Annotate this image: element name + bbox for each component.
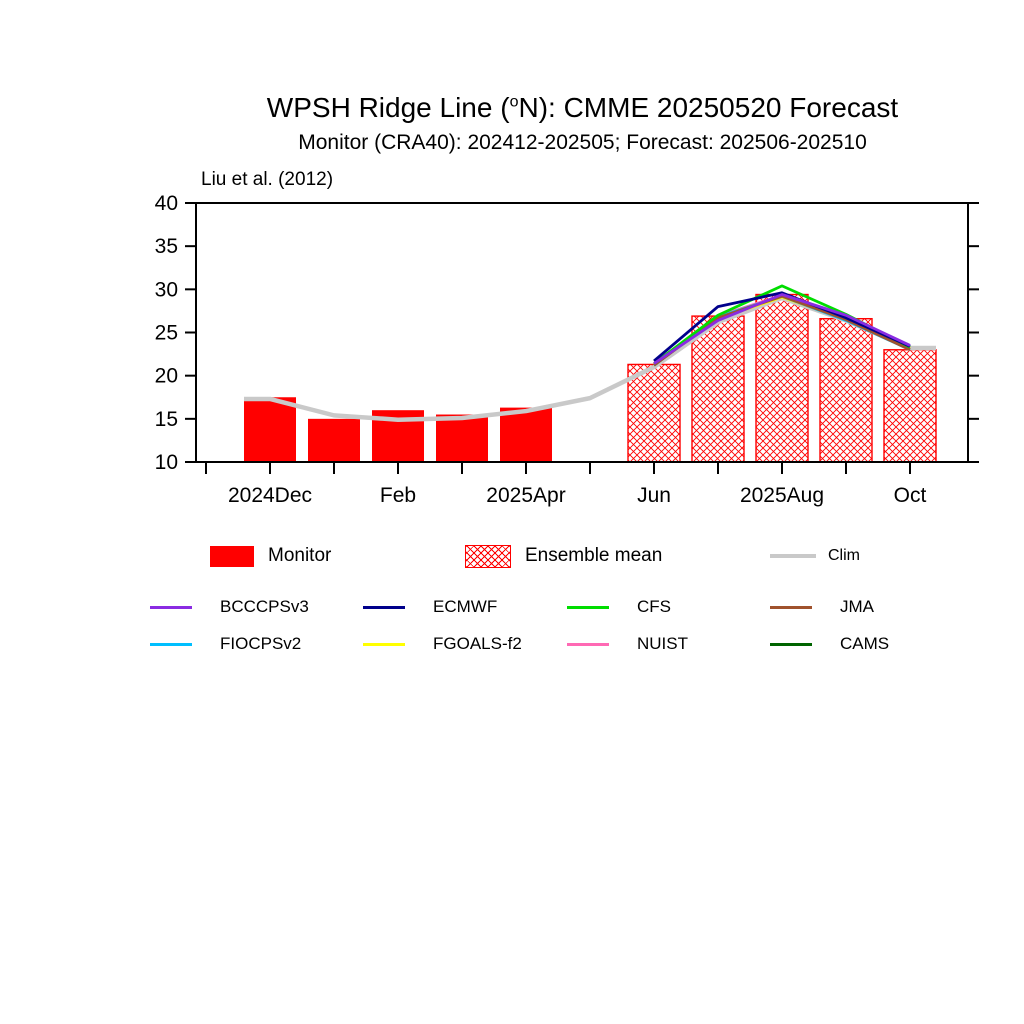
legend-item-monitor: Monitor	[210, 543, 331, 569]
legend-label: FGOALS-f2	[433, 634, 522, 653]
legend-item-jma: JMA	[770, 597, 874, 617]
fiocpsv2-line-swatch	[150, 642, 192, 646]
legend-label: CFS	[637, 597, 671, 616]
legend-item-ecmwf: ECMWF	[363, 597, 497, 617]
title-prefix: WPSH Ridge Line (	[266, 92, 510, 123]
legend-label: Clim	[828, 547, 860, 564]
legend-item-ensemble-mean: Ensemble mean	[465, 543, 662, 569]
clim-swatch	[770, 554, 816, 558]
legend-item-cfs: CFS	[567, 597, 671, 617]
x-tick-label: Oct	[894, 484, 927, 507]
legend-item-fiocpsv2: FIOCPSv2	[150, 634, 301, 654]
legend-item-cams: CAMS	[770, 634, 889, 654]
y-tick-label: 20	[155, 365, 178, 388]
ecmwf-line-swatch	[363, 605, 405, 609]
title-suffix: N): CMME 20250520 Forecast	[518, 92, 899, 123]
y-tick-label: 30	[155, 278, 178, 301]
chart-title: WPSH Ridge Line (oN): CMME 20250520 Fore…	[195, 92, 970, 124]
legend-label: BCCCPSv3	[220, 597, 309, 616]
ensemble-mean-bar-sep	[819, 317, 873, 463]
y-tick-label: 15	[155, 408, 178, 431]
ensemble-mean-swatch	[465, 544, 511, 568]
monitor-bar-mar	[436, 414, 488, 462]
x-tick-label: 2025Aug	[740, 484, 824, 507]
bcccpsv3-line	[653, 293, 911, 365]
legend-row-1: Monitor Ensemble mean Clim	[0, 543, 1024, 569]
legend-item-bcccpsv3: BCCCPSv3	[150, 597, 309, 617]
y-tick-label: 40	[155, 192, 178, 215]
monitor-bar-jan	[308, 418, 360, 462]
fgoals-f2-line-swatch	[363, 642, 405, 646]
legend-label: ECMWF	[433, 597, 498, 616]
y-tick-label: 25	[155, 322, 178, 345]
legend-label: Monitor	[268, 545, 332, 566]
jma-line-swatch	[770, 605, 812, 609]
x-tick-label: 2025Apr	[486, 484, 565, 507]
chart-subtitle: Monitor (CRA40): 202412-202505; Forecast…	[298, 131, 867, 154]
x-tick-label: 2024Dec	[228, 484, 312, 507]
legend-item-clim: Clim	[770, 543, 860, 569]
legend-label: FIOCPSv2	[220, 634, 302, 653]
ensemble-mean-bar-aug	[755, 293, 809, 463]
legend-label: NUIST	[637, 634, 688, 653]
bcccpsv3-line-swatch	[150, 605, 192, 609]
ensemble-mean-bar-oct	[883, 349, 937, 463]
ensemble-mean-bar-jun	[627, 363, 681, 463]
reference-annotation: Liu et al. (2012)	[201, 169, 334, 190]
legend-item-fgoals-f2: FGOALS-f2	[363, 634, 522, 654]
x-tick-label: Jun	[637, 484, 671, 507]
ensemble-mean-bar-jul	[691, 315, 745, 463]
nuist-line-swatch	[567, 642, 609, 646]
y-tick-label: 35	[155, 235, 178, 258]
model-legend: BCCCPSv3 ECMWF CFS JMA FIOCPSv2 FGOALS-f2 NUIS…	[0, 597, 1024, 677]
monitor-swatch	[210, 545, 254, 567]
legend-item-nuist: NUIST	[567, 634, 688, 654]
monitor-bar-apr	[500, 407, 552, 462]
cams-line-swatch	[770, 642, 812, 646]
title-degree-sup: o	[509, 93, 519, 111]
y-tick-label: 10	[155, 451, 178, 474]
ecmwf-line	[653, 291, 911, 363]
monitor-bar-dec	[244, 397, 296, 462]
legend-label: JMA	[840, 597, 874, 616]
legend-label: Ensemble mean	[525, 545, 663, 566]
cfs-line-swatch	[567, 605, 609, 609]
legend-label: CAMS	[840, 634, 890, 653]
x-tick-label: Feb	[380, 484, 416, 507]
wpsh-ridge-line-chart: 10 15 20 25 30 35 40 2024Dec Feb 2025Apr Jun 2025Au…	[155, 192, 979, 507]
